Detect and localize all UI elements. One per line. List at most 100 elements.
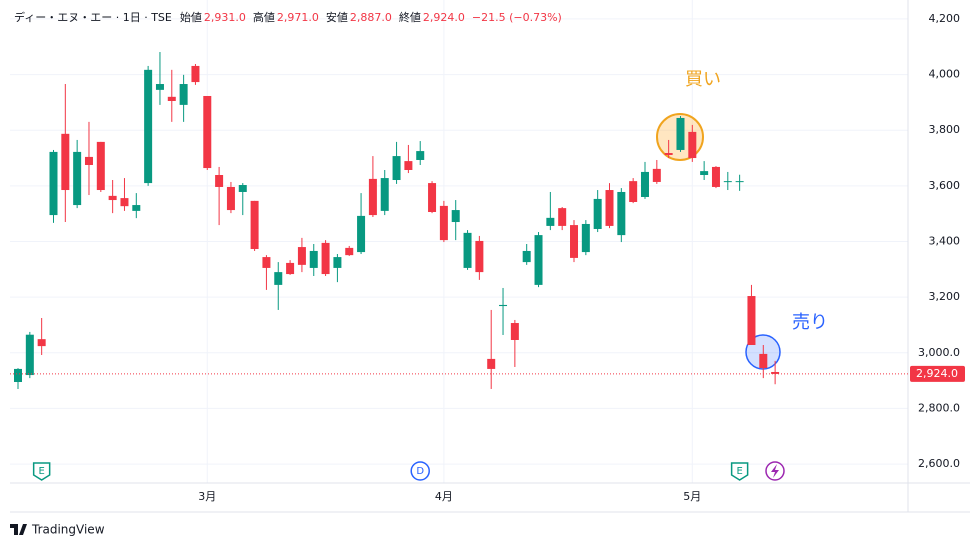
legend-field-label: 高値 [253,10,275,24]
candle-body [605,190,614,226]
candle-body [262,257,271,268]
y-tick-label: 3,200 [929,290,961,303]
legend-field-value: 2,931.0 [204,11,246,24]
event-marker: D [410,461,430,481]
candle-body [522,250,531,263]
candle-body [238,185,247,192]
candle-body [120,198,129,207]
legend-field-label: 始値 [180,10,202,24]
candle-body [333,257,342,268]
candle-body [215,175,224,187]
last-price-label: 2,924.0 [916,367,958,380]
candle-body [14,368,22,383]
candle-body [345,247,354,256]
last-price-box [910,365,965,382]
candle-body [61,133,70,191]
candle-body [593,198,602,229]
candle-body [558,208,567,226]
event-marker: E [730,462,749,481]
candle-body [510,323,519,340]
split-bolt [771,464,779,478]
candle-body [439,205,448,241]
x-tick-label: 4月 [435,490,453,503]
candle-body [380,178,389,211]
candle-body [676,117,685,150]
candle-body [723,181,732,183]
candle-body [463,232,472,268]
candle-body [167,96,176,101]
candle-body [286,262,295,275]
event-label: D [416,466,424,477]
legend-field-label: 終値 [399,10,421,24]
candle-body [84,156,93,165]
y-tick-label: 4,200 [929,12,961,25]
y-tick-label: 2,600.0 [918,457,960,470]
candle-body [73,151,82,206]
event-label: E [38,466,44,477]
candle-body [392,156,401,181]
event-label: E [736,466,742,477]
legend-change: −21.5 (−0.73%) [472,11,562,24]
candle-body [629,181,638,202]
event-badge [410,461,430,481]
candle-body [108,195,117,201]
candle-body [191,65,200,83]
y-tick-label: 2,800.0 [918,401,960,414]
y-tick-label: 3,800 [929,123,961,136]
candle-body [700,171,709,176]
candle-body [546,217,555,226]
candle-body [771,371,780,374]
y-tick-label: 3,000.0 [918,346,960,359]
candle-body [404,161,413,170]
candle-body [203,95,212,169]
candle-body [617,191,626,236]
y-tick-label: 4,000 [929,68,961,81]
candle-body [688,131,697,159]
candle-body [49,151,58,216]
legend-field-value: 2,924.0 [423,11,465,24]
event-marker: E [32,462,51,481]
candle-body [735,181,744,183]
candle-body [487,358,496,369]
candle-body [475,240,484,273]
buy-label: 買い [685,69,721,90]
candle-body [37,339,46,347]
candle-body [570,225,579,258]
candle-body [226,186,235,211]
candle-body [96,141,105,191]
candle-body [664,153,673,155]
candle-body [132,205,141,211]
legend-field-label: 安値 [326,10,348,24]
x-tick-label: 3月 [198,490,216,503]
candle-body [368,178,377,216]
event-badge [730,462,749,481]
candle-body [652,168,661,182]
candle-body [711,166,720,187]
candle-body [179,84,188,105]
brand-mark [10,524,27,535]
candle-body [747,296,756,345]
candle-body [309,250,318,268]
sell-label: 売り [792,312,828,333]
candle-body [25,334,34,376]
split-icon [765,461,785,481]
brand-logo: TradingView [10,523,105,537]
brand-name: TradingView [31,523,105,537]
candle-body [759,353,768,369]
legend-symbol: ディー・エヌ・エー · 1日 · TSE [14,10,172,24]
candle-body [581,223,590,253]
candle-body [451,210,460,223]
candle-body [428,183,437,213]
candle-body [499,304,508,307]
candle-body [416,151,425,160]
y-tick-label: 3,400 [929,235,961,248]
legend-field-value: 2,887.0 [350,11,392,24]
candle-body [321,242,330,275]
candle-body [144,69,153,184]
x-tick-label: 5月 [683,490,701,503]
event-badge [32,462,51,481]
candle-body [357,215,366,253]
y-tick-label: 3,600 [929,179,961,192]
